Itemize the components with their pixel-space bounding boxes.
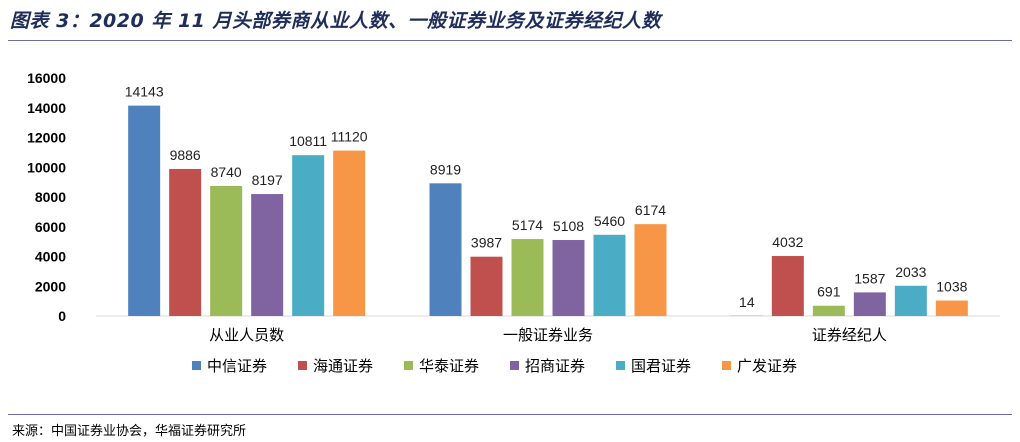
legend-label: 国君证券 <box>631 357 691 375</box>
source-note: 来源：中国证券业协会，华福证券研究所 <box>12 424 247 439</box>
legend: 中信证券 海通证券 华泰证券 招商证券 国君证券 广发证券 <box>192 357 797 375</box>
bar <box>552 240 585 316</box>
legend-label: 中信证券 <box>207 357 267 375</box>
data-label: 5108 <box>553 218 584 234</box>
bar-chart: 0 2000 4000 6000 8000 10000 12000 14000 16000 从业… <box>27 70 1000 375</box>
y-tick-label: 16000 <box>27 70 66 86</box>
data-label: 3987 <box>471 235 502 251</box>
title-rule <box>8 40 1012 41</box>
y-tick-label: 10000 <box>27 159 66 175</box>
bar <box>511 239 544 316</box>
y-tick-label: 6000 <box>35 219 66 235</box>
data-label: 691 <box>817 284 841 300</box>
data-label: 11120 <box>331 129 368 145</box>
data-label: 1587 <box>854 270 885 286</box>
data-label: 14143 <box>125 84 164 100</box>
figure-title: 图表 3：2020 年 11 月头部券商从业人数、一般证券业务及证券经纪人数 <box>10 10 662 32</box>
y-tick-label: 0 <box>58 308 66 324</box>
data-label: 5460 <box>594 213 625 229</box>
bar <box>470 256 503 316</box>
data-label: 4032 <box>772 234 803 250</box>
legend-label: 海通证券 <box>313 357 373 375</box>
data-label: 9886 <box>170 147 201 163</box>
x-axis: 从业人员数 一般证券业务 证券经纪人 <box>96 315 1000 344</box>
bar <box>128 105 161 316</box>
legend-swatch <box>722 361 731 370</box>
data-label: 6174 <box>635 202 666 218</box>
data-label: 1038 <box>936 279 967 295</box>
legend-swatch <box>404 361 413 370</box>
y-tick-label: 12000 <box>27 130 66 146</box>
bar <box>251 194 284 316</box>
legend-swatch <box>510 361 519 370</box>
data-label: 5174 <box>512 217 543 233</box>
bar <box>853 292 886 316</box>
bar <box>894 285 927 316</box>
legend-swatch <box>192 361 201 370</box>
data-labels: 14143 9886 8740 8197 10811 11120 8919 3987 5174 5… <box>125 84 968 310</box>
bar <box>593 234 626 316</box>
data-label: 8740 <box>211 164 242 180</box>
bar <box>210 185 243 316</box>
bars <box>128 105 968 316</box>
y-tick-label: 4000 <box>35 249 66 265</box>
bar <box>812 305 845 316</box>
category-label: 从业人员数 <box>209 326 284 344</box>
data-label: 14 <box>739 294 755 310</box>
category-label: 证券经纪人 <box>812 326 887 344</box>
legend-label: 广发证券 <box>737 357 797 375</box>
data-label: 8197 <box>252 172 283 188</box>
data-label: 2033 <box>895 264 926 280</box>
legend-swatch <box>616 361 625 370</box>
y-tick-label: 8000 <box>35 189 66 205</box>
y-tick-label: 2000 <box>35 278 66 294</box>
y-tick-label: 14000 <box>27 100 66 116</box>
bar <box>169 168 202 316</box>
bar <box>292 155 325 316</box>
data-label: 8919 <box>430 161 461 177</box>
legend-label: 华泰证券 <box>419 357 479 375</box>
category-label: 一般证券业务 <box>503 326 593 344</box>
legend-label: 招商证券 <box>525 357 585 375</box>
bar <box>333 150 366 316</box>
bar <box>771 256 804 316</box>
bar <box>935 300 968 316</box>
bar <box>634 224 667 316</box>
bar <box>429 183 462 316</box>
y-axis: 0 2000 4000 6000 8000 10000 12000 14000 16000 <box>27 70 66 324</box>
source-rule <box>8 414 1012 415</box>
legend-swatch <box>298 361 307 370</box>
data-label: 10811 <box>289 133 327 149</box>
